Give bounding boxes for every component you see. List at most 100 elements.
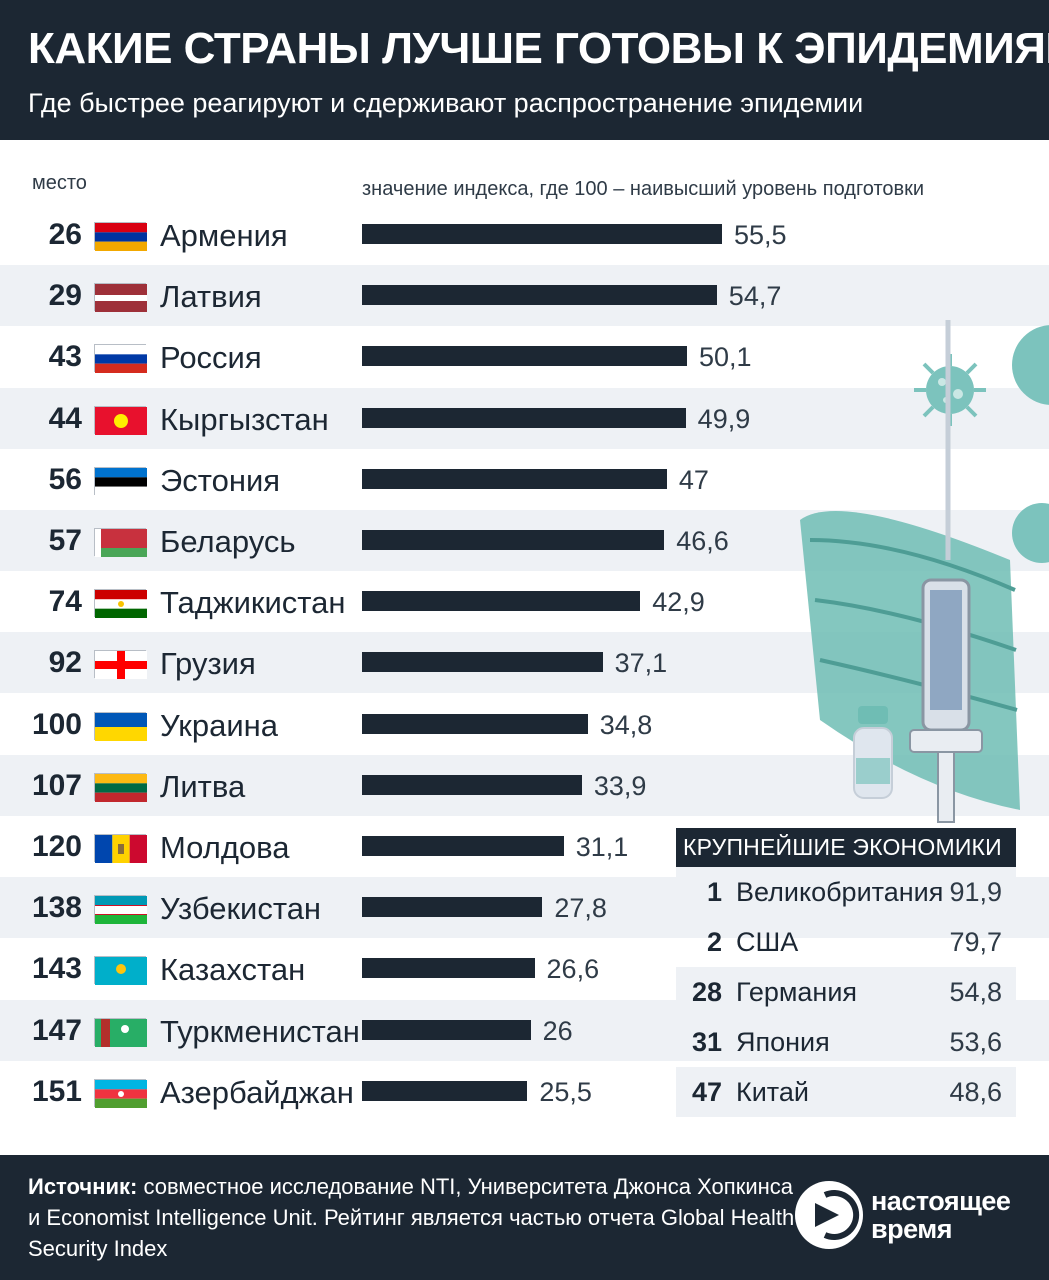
bar-row: 56 Эстония 47 bbox=[0, 449, 1049, 510]
footer: Источник: совместное исследование NTI, У… bbox=[0, 1155, 1049, 1280]
source-label: Источник: bbox=[28, 1174, 138, 1199]
rank-label: 147 bbox=[31, 1013, 82, 1047]
flag-kazakhstan-icon bbox=[94, 956, 147, 986]
virus-icon bbox=[1012, 325, 1049, 405]
rank-label: 92 bbox=[48, 646, 82, 680]
value-label: 42,9 bbox=[652, 587, 705, 618]
source-note: Источник: совместное исследование NTI, У… bbox=[28, 1171, 798, 1264]
bar bbox=[362, 774, 582, 795]
value-label: 54,7 bbox=[728, 281, 782, 312]
value-label: 49,9 bbox=[697, 403, 751, 434]
bar-row: 138 Узбекистан 27,8 bbox=[0, 877, 1049, 938]
economy-value: 53,6 bbox=[949, 1027, 1002, 1057]
value-label: 55,5 bbox=[734, 220, 787, 250]
bar-row: 43 Россия 50,1 bbox=[0, 326, 1049, 387]
bar-row: 26 Армения 55,5 bbox=[0, 204, 1049, 265]
bar-row: 74 Таджикистан 42,9 bbox=[0, 571, 1049, 632]
bar bbox=[362, 836, 564, 856]
flag-turkmenistan-icon bbox=[94, 1017, 147, 1047]
rank-label: 74 bbox=[48, 585, 82, 619]
economies-table: КРУПНЕЙШИЕ ЭКОНОМИКИ 1 Великобритания 91,9… bbox=[676, 828, 1016, 1117]
country-label: Казахстан bbox=[160, 952, 306, 988]
economy-value: 54,8 bbox=[949, 977, 1002, 1007]
country-label: Эстония bbox=[160, 462, 281, 498]
rank-label: 43 bbox=[48, 340, 82, 374]
economy-value: 91,9 bbox=[949, 877, 1002, 907]
economy-rank: 28 bbox=[691, 977, 722, 1007]
economy-name: Япония bbox=[736, 1027, 830, 1057]
flag-russia-icon bbox=[94, 344, 147, 374]
virus-icon bbox=[1012, 503, 1049, 563]
rank-label: 44 bbox=[48, 401, 82, 435]
header: КАКИЕ СТРАНЫ ЛУЧШЕ ГОТОВЫ К ЭПИДЕМИЯМ Гд… bbox=[0, 0, 1049, 140]
bar-row: 44 Кыргызстан 49,9 bbox=[0, 388, 1049, 449]
value-label: 31,1 bbox=[575, 832, 629, 862]
flag-azerbaijan-icon bbox=[94, 1078, 147, 1108]
flag-tajikistan-icon bbox=[94, 589, 147, 619]
bar-row: 147 Туркменистан 26 bbox=[0, 1000, 1049, 1061]
flag-moldova-icon bbox=[94, 834, 147, 863]
rank-label: 29 bbox=[48, 279, 82, 313]
rank-label: 143 bbox=[31, 952, 82, 986]
economy-name: США bbox=[736, 927, 799, 957]
bar bbox=[362, 897, 543, 918]
chart-area: место значение индекса, где 100 – наивыс… bbox=[0, 140, 1049, 1155]
rank-label: 57 bbox=[48, 524, 82, 557]
country-label: Латвия bbox=[160, 279, 262, 315]
economies-rows: 1 Великобритания 91,9 2 США 79,7 28 Германия 54,… bbox=[676, 867, 1016, 1117]
flag-lithuania-icon bbox=[94, 772, 147, 802]
country-label: Украина bbox=[160, 707, 279, 743]
bar bbox=[362, 407, 686, 428]
flag-kyrgyzstan-icon bbox=[94, 405, 147, 435]
bar bbox=[362, 224, 722, 244]
value-label: 26 bbox=[542, 1015, 573, 1046]
source-text: совместное исследование NTI, Университет… bbox=[28, 1174, 795, 1261]
bar bbox=[362, 285, 717, 306]
economy-name: Великобритания bbox=[736, 877, 944, 907]
page-title: КАКИЕ СТРАНЫ ЛУЧШЕ ГОТОВЫ К ЭПИДЕМИЯМ bbox=[28, 24, 1049, 73]
value-label: 33,9 bbox=[593, 770, 647, 801]
country-label: Россия bbox=[160, 340, 262, 376]
bar bbox=[362, 1019, 531, 1040]
bar-row: 29 Латвия 54,7 bbox=[0, 265, 1049, 326]
country-label: Армения bbox=[160, 218, 288, 253]
logo-mark-icon bbox=[795, 1181, 863, 1249]
rank-label: 138 bbox=[31, 891, 82, 925]
bar bbox=[362, 346, 687, 367]
flag-georgia-icon bbox=[94, 650, 147, 680]
economy-row: 1 Великобритания 91,9 bbox=[676, 867, 1016, 917]
rank-label: 151 bbox=[31, 1074, 82, 1108]
logo-line-2: время bbox=[871, 1214, 952, 1244]
country-label: Кыргызстан bbox=[160, 401, 329, 437]
rank-label: 107 bbox=[31, 768, 82, 802]
economy-row: 31 Япония 53,6 bbox=[676, 1017, 1016, 1067]
value-label: 34,8 bbox=[599, 709, 653, 740]
flag-armenia-icon bbox=[94, 222, 147, 251]
bar bbox=[362, 530, 665, 550]
country-label: Таджикистан bbox=[160, 585, 346, 621]
country-label: Грузия bbox=[160, 646, 256, 682]
bar-row: 100 Украина 34,8 bbox=[0, 694, 1049, 755]
rank-label: 56 bbox=[48, 462, 82, 496]
economy-name: Китай bbox=[736, 1077, 809, 1107]
value-label: 37,1 bbox=[614, 648, 668, 679]
rank-label: 120 bbox=[31, 830, 82, 863]
bar-row: 107 Литва 33,9 bbox=[0, 755, 1049, 816]
bar bbox=[362, 713, 588, 734]
economy-value: 48,6 bbox=[949, 1077, 1002, 1107]
economy-rank: 47 bbox=[691, 1077, 722, 1107]
economy-rank: 2 bbox=[706, 927, 722, 957]
flag-latvia-icon bbox=[94, 283, 147, 313]
economy-value: 79,7 bbox=[949, 927, 1002, 957]
country-label: Беларусь bbox=[160, 524, 296, 559]
bar bbox=[362, 591, 641, 612]
flag-estonia-icon bbox=[94, 466, 147, 496]
bar bbox=[362, 652, 603, 673]
bar-row: 120 Молдова 31,1 bbox=[0, 816, 1049, 877]
country-label: Молдова bbox=[160, 830, 290, 865]
bar bbox=[362, 468, 667, 489]
rank-label: 26 bbox=[48, 218, 82, 251]
country-label: Узбекистан bbox=[160, 891, 322, 927]
value-label: 27,8 bbox=[554, 893, 607, 924]
bar-row: 143 Казахстан 26,6 bbox=[0, 938, 1049, 999]
